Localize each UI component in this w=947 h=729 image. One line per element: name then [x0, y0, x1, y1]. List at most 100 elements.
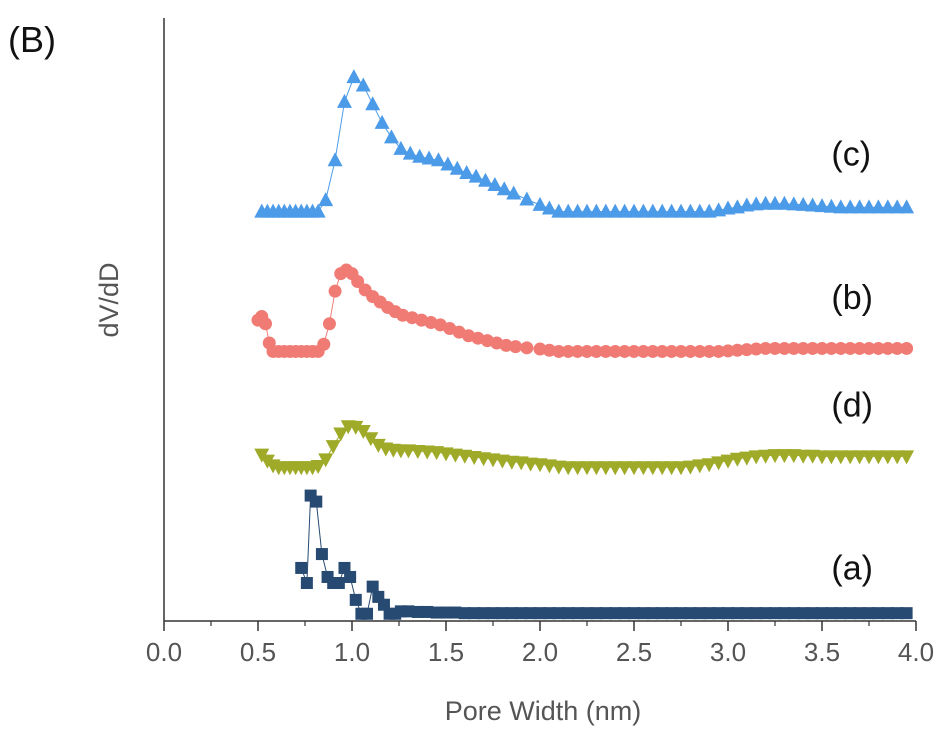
data-point [769, 607, 781, 620]
data-point [900, 341, 914, 355]
data-point [627, 344, 641, 358]
data-point [365, 96, 381, 111]
data-point [823, 198, 839, 213]
data-point [665, 344, 679, 358]
data-point [328, 284, 342, 298]
data-point [468, 168, 484, 183]
x-axis-label: Pore Width (nm) [445, 696, 642, 726]
data-point [440, 606, 452, 619]
y-axis-label: dV/dD [94, 262, 124, 337]
data-point [682, 203, 698, 218]
data-point [778, 607, 791, 620]
data-point [740, 343, 754, 357]
data-point [795, 449, 811, 464]
data-point [325, 440, 341, 455]
data-point [543, 607, 556, 620]
data-point [673, 461, 689, 476]
data-point [628, 607, 640, 620]
data-point [477, 607, 490, 620]
series-label: (a) [831, 549, 873, 587]
data-point [777, 341, 791, 355]
data-point [673, 203, 689, 218]
data-point [609, 607, 622, 620]
data-point [532, 196, 548, 211]
data-point [310, 495, 323, 508]
data-point [355, 77, 371, 92]
data-point [505, 607, 518, 620]
data-point [496, 607, 509, 620]
data-point [880, 199, 896, 214]
data-point [618, 344, 632, 358]
data-point [872, 607, 885, 620]
data-point [693, 607, 706, 620]
data-point [570, 461, 586, 476]
data-point [750, 607, 763, 620]
data-point [853, 607, 866, 620]
data-point [571, 607, 584, 620]
data-point [654, 203, 670, 218]
data-point [842, 199, 858, 214]
data-point [861, 199, 877, 214]
data-point [664, 461, 680, 476]
data-point [702, 344, 716, 358]
data-point [607, 461, 623, 476]
data-point [740, 607, 753, 620]
x-tick-label: 0.0 [146, 637, 182, 667]
data-point [825, 607, 838, 620]
data-point [890, 341, 904, 355]
data-point [664, 203, 680, 218]
data-point [581, 607, 593, 620]
data-point [496, 181, 512, 196]
data-point [579, 203, 595, 218]
data-point [383, 129, 399, 144]
data-point [562, 607, 575, 620]
data-point [749, 342, 763, 356]
data-point [636, 344, 650, 358]
data-point [767, 449, 783, 464]
x-tick-label: 3.0 [710, 637, 746, 667]
series-label: (b) [831, 279, 873, 317]
data-point [374, 114, 390, 129]
data-point [635, 461, 651, 476]
data-point [721, 344, 735, 358]
data-point [806, 607, 819, 620]
series-layer [251, 69, 915, 620]
data-point [571, 344, 585, 358]
data-point [645, 461, 661, 476]
data-point [351, 275, 365, 289]
data-point [346, 69, 362, 84]
data-point [703, 607, 716, 620]
data-point [332, 577, 345, 590]
data-point [515, 607, 528, 620]
data-point [598, 461, 614, 476]
data-point [693, 344, 707, 358]
data-point [881, 341, 895, 355]
data-point [843, 341, 857, 355]
data-point [889, 199, 905, 214]
data-point [520, 341, 534, 355]
data-point [589, 344, 603, 358]
data-point [900, 607, 913, 620]
data-point [833, 199, 849, 214]
data-point [377, 598, 390, 611]
data-point [421, 605, 434, 618]
x-tick-label: 2.5 [616, 637, 652, 667]
data-point [458, 607, 471, 620]
data-point [692, 459, 708, 474]
data-point [411, 605, 424, 618]
data-point [355, 425, 371, 440]
data-point [617, 461, 633, 476]
data-point [318, 453, 334, 468]
data-point [797, 607, 810, 620]
data-point [767, 195, 783, 210]
data-point [815, 341, 829, 355]
data-point [402, 605, 415, 618]
data-point [833, 450, 849, 465]
data-point [449, 160, 465, 175]
data-point [552, 344, 566, 358]
data-point [805, 197, 821, 212]
data-point [509, 340, 523, 354]
data-point [645, 203, 661, 218]
data-point [626, 461, 642, 476]
data-point [712, 607, 725, 620]
